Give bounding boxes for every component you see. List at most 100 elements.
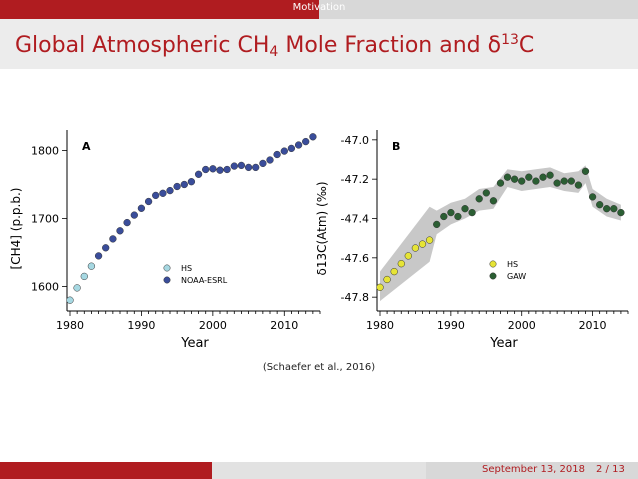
chart1-point-gaw xyxy=(447,208,455,217)
chart1-point-gaw xyxy=(468,208,476,217)
slide-title-end: C xyxy=(518,33,535,58)
chart0-point-noaa-esrl xyxy=(287,144,296,153)
chart0-point-noaa-esrl xyxy=(144,197,153,206)
chart0-point-noaa-esrl xyxy=(187,178,196,186)
chart1-point-gaw xyxy=(546,171,554,179)
chart0-point-noaa-esrl xyxy=(259,159,267,168)
chart0-legend-marker xyxy=(163,264,171,272)
chart0-y-tick-label: 1700 xyxy=(31,213,59,226)
chart0-point-noaa-esrl xyxy=(109,235,117,243)
chart0-point-noaa-esrl xyxy=(294,141,303,149)
chart0-point-noaa-esrl xyxy=(252,163,260,172)
chart0-point-noaa-esrl xyxy=(309,133,317,141)
chart1-point-gaw xyxy=(567,177,575,185)
footer-bar: September 13, 2018 2 / 13 xyxy=(0,462,638,479)
chart1-point-gaw xyxy=(489,197,498,205)
chart1-point-gaw xyxy=(454,212,462,221)
chart0-x-axis-title: Year xyxy=(180,336,209,351)
chart1-y-tick-label: -47.2 xyxy=(341,173,369,186)
citation: (Schaefer et al., 2016) xyxy=(262,362,376,373)
chart1-legend-marker xyxy=(489,272,497,280)
chart0-y-tick-label: 1600 xyxy=(31,281,59,294)
footer-author-block xyxy=(0,462,212,479)
chart1-point-hs xyxy=(418,240,427,248)
chart1-point-hs xyxy=(425,236,434,244)
chart1-uncertainty-band xyxy=(380,165,621,302)
chart0-x-tick-label: 2010 xyxy=(270,319,298,332)
chart0-point-noaa-esrl xyxy=(244,163,253,172)
chart1-legend-marker xyxy=(489,260,497,268)
chart1-x-tick-label: 1980 xyxy=(366,319,394,332)
chart0-point-noaa-esrl xyxy=(273,150,281,159)
header-section-label[interactable]: Motivation xyxy=(292,2,346,13)
header-bar: Motivation xyxy=(0,0,638,19)
chart0-legend-label: HS xyxy=(181,264,192,273)
chart0-point-noaa-esrl xyxy=(94,252,103,260)
chart1-x-tick-label: 1990 xyxy=(437,319,465,332)
slide-title-main: Global Atmospheric CH xyxy=(15,33,270,58)
chart1-x-tick-label: 2010 xyxy=(579,319,607,332)
chart1-x-tick-label: 2000 xyxy=(508,319,536,332)
chart1-y-axis-title: δ13C(Atm) (‰) xyxy=(315,181,329,275)
chart1-point-gaw xyxy=(510,175,519,183)
chart0-point-noaa-esrl xyxy=(194,170,203,178)
chart1-point-gaw xyxy=(596,201,604,209)
chart1-point-gaw xyxy=(553,179,561,187)
chart0-x-tick-label: 1980 xyxy=(56,319,84,332)
chart0-point-noaa-esrl xyxy=(223,165,231,174)
chart0-point-noaa-esrl xyxy=(130,211,138,219)
chart0-point-hs xyxy=(87,262,96,270)
chart1-point-gaw xyxy=(617,208,625,217)
header-section-highlight xyxy=(0,0,319,19)
chart0-point-noaa-esrl xyxy=(230,162,238,170)
chart0-legend-marker xyxy=(163,276,171,284)
chart0-point-noaa-esrl xyxy=(102,244,110,252)
chart1-point-hs xyxy=(397,260,405,268)
chart0-point-noaa-esrl xyxy=(137,204,146,212)
chart1-y-tick-label: -47.6 xyxy=(341,252,369,265)
chart1-legend-label: HS xyxy=(507,260,518,269)
chart0-point-noaa-esrl xyxy=(266,156,274,164)
chart0-x-tick-label: 1990 xyxy=(127,319,155,332)
chart1-legend-label: GAW xyxy=(507,272,526,281)
chart1-point-gaw xyxy=(574,181,583,189)
chart1-x-axis-title: Year xyxy=(489,336,518,351)
chart0-point-noaa-esrl xyxy=(237,161,246,170)
chart1-point-gaw xyxy=(433,220,441,229)
slide-title: Global Atmospheric CH4 Mole Fraction and… xyxy=(15,32,534,60)
slide-title-superscript: 13 xyxy=(501,32,519,48)
chart1-point-hs xyxy=(411,244,420,252)
chart1-point-gaw xyxy=(475,195,483,203)
chart1-point-gaw xyxy=(610,205,618,213)
chart1-point-gaw xyxy=(588,193,597,201)
chart0-point-noaa-esrl xyxy=(302,137,310,146)
footer-page-number[interactable]: 2 / 13 xyxy=(596,464,625,475)
slide-title-mid: Mole Fraction and δ xyxy=(278,33,502,58)
chart1-point-gaw xyxy=(518,177,526,185)
chart0-y-tick-label: 1800 xyxy=(31,144,59,157)
chart1-point-gaw xyxy=(603,205,611,213)
chart0-y-axis-title: [CH4] (p.p.b.) xyxy=(9,188,23,270)
chart1-point-gaw xyxy=(581,167,590,175)
chart0-point-noaa-esrl xyxy=(280,147,288,155)
chart1-point-hs xyxy=(404,252,412,260)
chart1-panel-label: B xyxy=(392,140,400,153)
chart0-point-hs xyxy=(73,284,81,292)
chart1-point-gaw xyxy=(461,205,469,213)
chart1-point-gaw xyxy=(539,173,547,181)
chart0-point-hs xyxy=(80,272,88,281)
chart0-x-tick-label: 2000 xyxy=(199,319,227,332)
chart1-point-gaw xyxy=(560,177,568,185)
chart0-point-noaa-esrl xyxy=(180,180,188,189)
chart1-point-gaw xyxy=(496,179,505,187)
chart0-point-noaa-esrl xyxy=(123,218,131,227)
chart0-point-noaa-esrl xyxy=(159,189,167,197)
footer-title-block xyxy=(212,462,426,479)
chart0-point-noaa-esrl xyxy=(202,165,210,174)
chart0-point-noaa-esrl xyxy=(173,182,181,191)
chart0-panel-label: A xyxy=(82,140,91,153)
slide-title-subscript: 4 xyxy=(269,44,279,60)
chart1-point-hs xyxy=(390,267,398,276)
chart0-point-noaa-esrl xyxy=(152,191,160,200)
